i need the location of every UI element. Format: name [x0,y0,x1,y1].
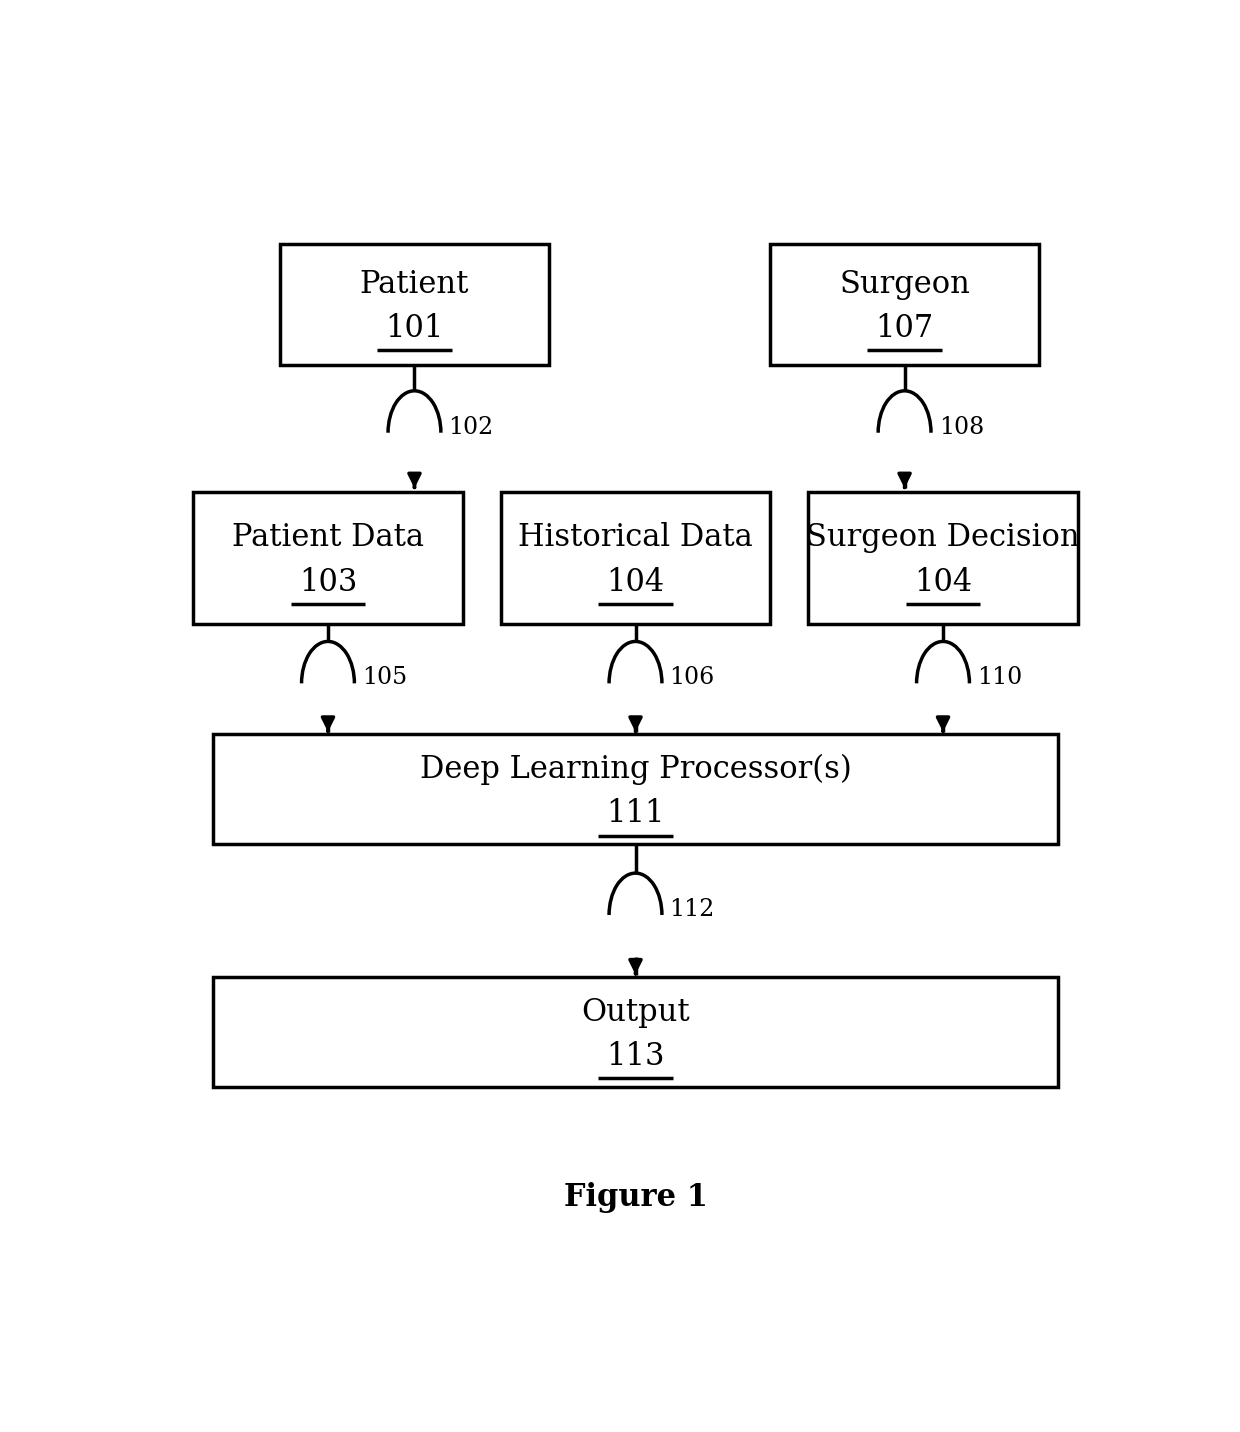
Text: Output: Output [582,997,689,1028]
Text: 103: 103 [299,567,357,597]
Text: 104: 104 [606,567,665,597]
FancyBboxPatch shape [193,491,463,624]
Text: 110: 110 [977,666,1023,689]
Text: Figure 1: Figure 1 [563,1181,708,1213]
FancyBboxPatch shape [808,491,1078,624]
Text: Deep Learning Processor(s): Deep Learning Processor(s) [419,753,852,785]
Text: 108: 108 [939,415,985,438]
Text: 112: 112 [670,898,715,921]
Text: Surgeon: Surgeon [839,269,970,299]
Text: 107: 107 [875,314,934,344]
Text: 102: 102 [449,415,494,438]
Text: Surgeon Decision: Surgeon Decision [806,523,1080,553]
Text: 104: 104 [914,567,972,597]
FancyBboxPatch shape [213,977,1058,1087]
FancyBboxPatch shape [501,491,770,624]
Text: Historical Data: Historical Data [518,523,753,553]
Text: 106: 106 [670,666,715,689]
FancyBboxPatch shape [280,243,549,365]
Text: 113: 113 [606,1041,665,1071]
Text: Patient Data: Patient Data [232,523,424,553]
Text: 101: 101 [386,314,444,344]
FancyBboxPatch shape [770,243,1039,365]
Text: Patient: Patient [360,269,469,299]
Text: 105: 105 [362,666,407,689]
FancyBboxPatch shape [213,735,1058,845]
Text: 111: 111 [606,798,665,829]
